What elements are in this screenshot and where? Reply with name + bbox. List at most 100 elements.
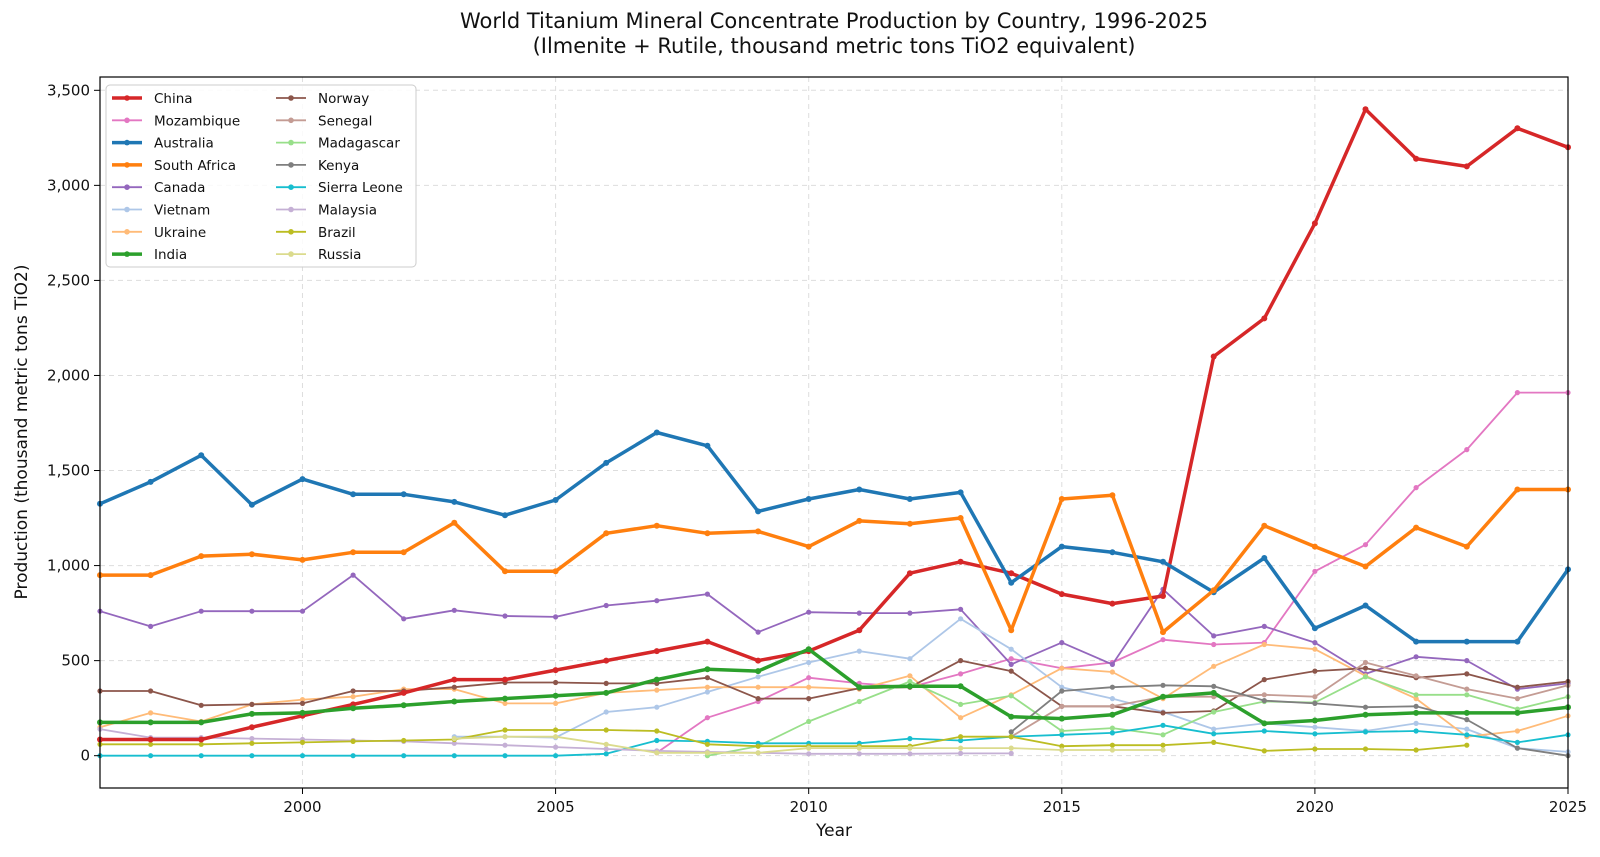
legend-item: Norway	[276, 91, 369, 107]
data-point	[1261, 555, 1268, 561]
series-line	[99, 574, 1569, 690]
data-point	[906, 496, 913, 502]
data-point	[552, 667, 559, 674]
data-point	[958, 616, 964, 622]
data-point	[654, 598, 660, 604]
data-point	[856, 648, 862, 654]
data-point	[704, 741, 711, 747]
legend-item: Canada	[112, 180, 205, 196]
data-point	[451, 607, 457, 613]
chart-subtitle: (Ilmenite + Rutile, thousand metric tons…	[533, 34, 1136, 58]
data-point	[1362, 602, 1369, 609]
data-point	[755, 674, 761, 680]
legend-item: South Africa	[112, 158, 236, 174]
data-point	[1413, 692, 1419, 698]
data-point	[451, 684, 457, 690]
data-point	[1464, 726, 1470, 732]
data-point	[1109, 703, 1115, 709]
data-point	[147, 478, 154, 485]
data-point	[502, 613, 508, 619]
data-point	[1059, 703, 1065, 709]
data-point	[907, 656, 913, 662]
data-point	[704, 675, 711, 681]
data-point	[907, 745, 913, 751]
data-point	[1261, 698, 1267, 704]
series-line	[99, 643, 1569, 738]
series-15	[451, 734, 1166, 756]
y-tick-label: 3,000	[47, 176, 90, 194]
data-point	[806, 751, 812, 757]
data-point	[1261, 748, 1267, 754]
data-point	[1109, 669, 1115, 675]
data-point	[1109, 725, 1115, 731]
data-point	[1058, 543, 1065, 550]
data-point	[1160, 558, 1166, 565]
data-point	[299, 608, 306, 614]
data-point	[553, 744, 559, 750]
data-point	[654, 737, 660, 744]
data-point	[198, 753, 204, 759]
data-point	[1160, 742, 1166, 748]
data-point	[299, 476, 306, 483]
data-point	[654, 750, 660, 756]
data-point	[1463, 638, 1470, 645]
data-point	[1160, 710, 1166, 716]
data-point	[1464, 686, 1470, 692]
data-point	[1413, 728, 1419, 734]
data-point	[1261, 641, 1267, 648]
data-point	[1312, 646, 1318, 652]
data-point	[755, 696, 761, 702]
legend-item: Russia	[276, 247, 361, 263]
data-point	[1464, 717, 1470, 723]
series-line	[1010, 661, 1569, 738]
data-point	[805, 496, 812, 502]
data-point	[1109, 696, 1115, 702]
legend-marker	[288, 139, 294, 146]
data-point	[553, 679, 559, 686]
data-point	[1008, 745, 1014, 751]
data-point	[1514, 696, 1520, 702]
data-point	[1008, 570, 1015, 577]
data-point	[653, 648, 660, 655]
data-point	[654, 728, 660, 734]
data-point	[704, 591, 711, 597]
data-point	[552, 692, 559, 699]
data-point	[1362, 674, 1369, 680]
data-point	[806, 675, 812, 681]
data-point	[1464, 742, 1470, 748]
data-point	[1413, 155, 1420, 162]
data-point	[1109, 600, 1116, 607]
legend-marker	[288, 117, 294, 124]
data-point	[1311, 625, 1318, 632]
data-point	[907, 673, 913, 679]
series-line	[707, 675, 1569, 757]
data-point	[906, 520, 913, 527]
legend-label: Brazil	[318, 225, 356, 241]
data-point	[958, 671, 964, 677]
data-point	[704, 684, 711, 690]
data-point	[1109, 492, 1116, 499]
data-point	[1109, 549, 1116, 556]
y-tick-label: 0	[80, 747, 90, 765]
data-point	[603, 689, 610, 696]
data-point	[502, 568, 508, 575]
data-point	[1464, 692, 1470, 698]
data-point	[856, 751, 862, 757]
data-point	[350, 688, 356, 694]
legend-label: Kenya	[318, 158, 359, 174]
legend-label: China	[154, 91, 193, 107]
data-point	[1311, 220, 1318, 227]
data-point	[1312, 668, 1318, 674]
legend-label: Canada	[154, 180, 205, 196]
legend-label: South Africa	[154, 158, 236, 174]
x-tick-label: 2025	[1549, 798, 1587, 816]
x-tick-label: 2015	[1043, 798, 1081, 816]
data-point	[704, 638, 711, 645]
data-point	[401, 737, 407, 744]
data-point	[1059, 688, 1065, 694]
legend-item: Australia	[112, 136, 214, 152]
data-point	[248, 501, 255, 508]
data-point	[755, 743, 761, 749]
data-point	[958, 606, 964, 612]
